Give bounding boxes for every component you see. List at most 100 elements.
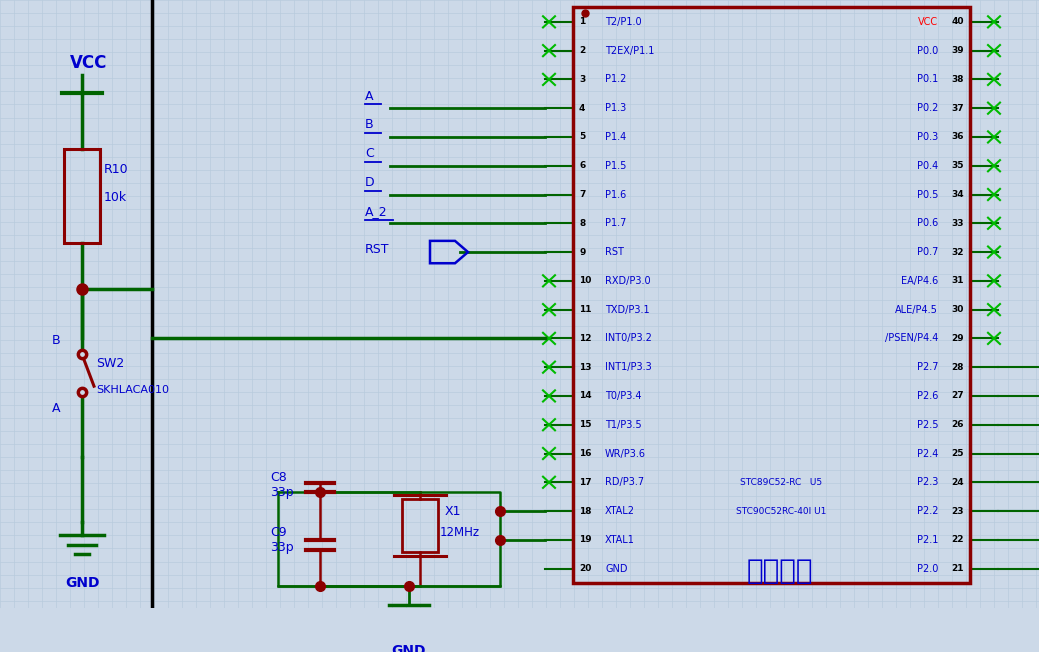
Text: EA/P4.6: EA/P4.6	[901, 276, 938, 286]
Text: 36: 36	[952, 132, 964, 141]
Text: P2.4: P2.4	[916, 449, 938, 458]
Text: P2.3: P2.3	[916, 477, 938, 487]
Bar	[572, 7, 970, 583]
Text: A_2: A_2	[365, 205, 388, 218]
Text: 10: 10	[579, 276, 591, 286]
Text: B: B	[51, 334, 60, 347]
Text: INT1/P3.3: INT1/P3.3	[605, 362, 651, 372]
Text: P1.4: P1.4	[605, 132, 627, 142]
Text: P1.2: P1.2	[605, 74, 627, 84]
Text: 14: 14	[579, 391, 591, 400]
Text: 6: 6	[579, 161, 585, 170]
Text: 5: 5	[579, 132, 585, 141]
Text: 12: 12	[579, 334, 591, 343]
Text: 13: 13	[579, 363, 591, 372]
Text: 15: 15	[579, 421, 591, 429]
Text: GND: GND	[392, 644, 426, 652]
Text: VCC: VCC	[917, 17, 938, 27]
Text: STC90C52RC-40I U1: STC90C52RC-40I U1	[737, 507, 827, 516]
Text: 12MHz: 12MHz	[439, 526, 480, 539]
Text: 27: 27	[952, 391, 964, 400]
Text: P0.1: P0.1	[916, 74, 938, 84]
Text: 37: 37	[952, 104, 964, 113]
Text: RD/P3.7: RD/P3.7	[605, 477, 644, 487]
Text: P1.6: P1.6	[605, 190, 627, 200]
Text: WR/P3.6: WR/P3.6	[605, 449, 646, 458]
Text: 2: 2	[579, 46, 585, 55]
Text: INT0/P3.2: INT0/P3.2	[605, 333, 651, 344]
Text: P2.1: P2.1	[916, 535, 938, 545]
Text: 25: 25	[952, 449, 964, 458]
Text: 35: 35	[952, 161, 964, 170]
Text: T2/P1.0: T2/P1.0	[605, 17, 642, 27]
Text: 控制电路: 控制电路	[747, 557, 814, 585]
Text: XTAL1: XTAL1	[605, 535, 635, 545]
Text: VCC: VCC	[70, 54, 107, 72]
Text: 21: 21	[952, 564, 964, 573]
Text: A: A	[365, 89, 373, 102]
Text: C: C	[365, 147, 374, 160]
Text: 3: 3	[579, 75, 585, 84]
Text: P2.0: P2.0	[916, 563, 938, 574]
Text: STC89C52-RC   U5: STC89C52-RC U5	[741, 478, 823, 487]
Text: 11: 11	[579, 305, 591, 314]
Text: P1.7: P1.7	[605, 218, 627, 228]
Text: 40: 40	[952, 18, 964, 26]
Text: 32: 32	[952, 248, 964, 257]
Text: A: A	[52, 402, 60, 415]
Text: 39: 39	[952, 46, 964, 55]
Text: D: D	[365, 176, 375, 189]
Text: GND: GND	[64, 576, 100, 591]
Bar	[64, 149, 100, 243]
Text: RST: RST	[605, 247, 623, 257]
Text: P0.5: P0.5	[916, 190, 938, 200]
Text: 18: 18	[579, 507, 591, 516]
Text: 1: 1	[579, 18, 585, 26]
Text: 16: 16	[579, 449, 591, 458]
Text: P1.5: P1.5	[605, 161, 627, 171]
Text: /PSEN/P4.4: /PSEN/P4.4	[884, 333, 938, 344]
Text: P2.7: P2.7	[916, 362, 938, 372]
Text: 17: 17	[579, 478, 591, 487]
Text: ALE/P4.5: ALE/P4.5	[896, 304, 938, 315]
Text: 20: 20	[579, 564, 591, 573]
Text: X1: X1	[445, 505, 461, 518]
Text: VCC: VCC	[917, 17, 938, 27]
Text: RXD/P3.0: RXD/P3.0	[605, 276, 650, 286]
Text: C9: C9	[270, 526, 287, 539]
Text: P0.7: P0.7	[916, 247, 938, 257]
Text: 34: 34	[952, 190, 964, 199]
Text: 33p: 33p	[270, 541, 294, 554]
Text: 23: 23	[952, 507, 964, 516]
Text: GND: GND	[605, 563, 628, 574]
Text: P0.2: P0.2	[916, 103, 938, 113]
Text: 8: 8	[579, 219, 585, 228]
Text: 4: 4	[579, 104, 585, 113]
Text: 26: 26	[952, 421, 964, 429]
Text: P2.6: P2.6	[916, 391, 938, 401]
Text: P0.4: P0.4	[916, 161, 938, 171]
Text: P2.2: P2.2	[916, 506, 938, 516]
Text: 19: 19	[579, 535, 591, 544]
Text: 38: 38	[952, 75, 964, 84]
Text: P0.6: P0.6	[916, 218, 938, 228]
Text: P0.0: P0.0	[916, 46, 938, 55]
Text: 33p: 33p	[270, 486, 294, 499]
Text: 9: 9	[579, 248, 585, 257]
Text: P2.5: P2.5	[916, 420, 938, 430]
Text: RST: RST	[365, 243, 390, 256]
Text: C8: C8	[270, 471, 287, 484]
Text: T0/P3.4: T0/P3.4	[605, 391, 641, 401]
Text: 33: 33	[952, 219, 964, 228]
Text: XTAL2: XTAL2	[605, 506, 635, 516]
Text: P1.3: P1.3	[605, 103, 627, 113]
Text: B: B	[365, 118, 374, 131]
Text: 28: 28	[952, 363, 964, 372]
Text: P0.3: P0.3	[916, 132, 938, 142]
Text: T1/P3.5: T1/P3.5	[605, 420, 642, 430]
Text: 7: 7	[579, 190, 585, 199]
Text: R10: R10	[104, 163, 129, 176]
Text: 22: 22	[952, 535, 964, 544]
Text: 30: 30	[952, 305, 964, 314]
Text: 29: 29	[952, 334, 964, 343]
